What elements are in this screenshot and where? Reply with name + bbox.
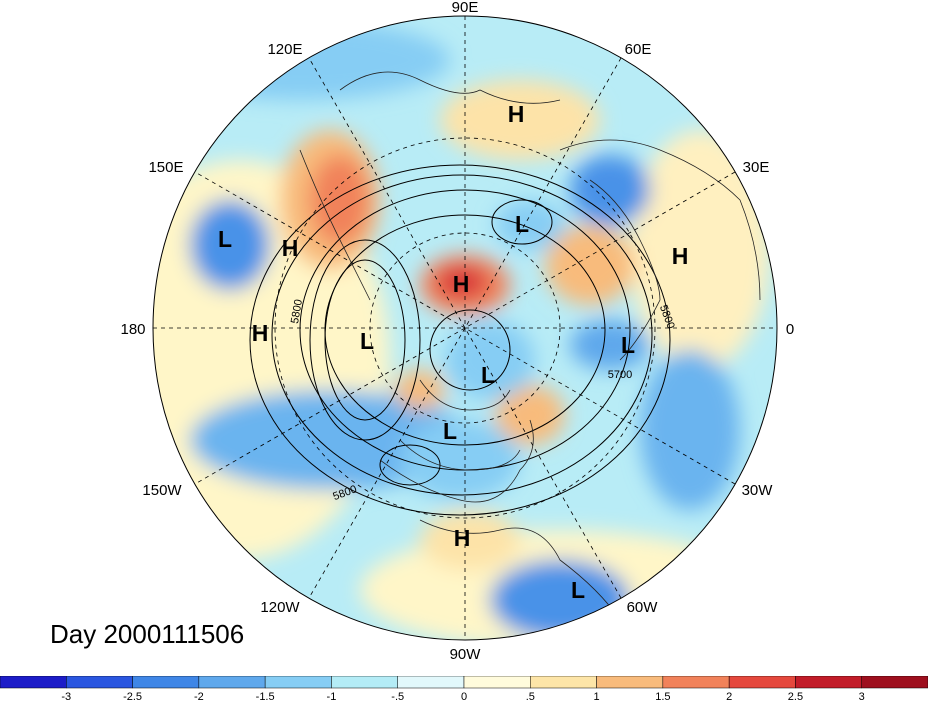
contour-label: 5700 — [608, 369, 632, 381]
longitude-label: 30E — [743, 159, 770, 176]
low-pressure-label: L — [360, 328, 374, 354]
colorbar-swatch — [728, 676, 796, 689]
colorbar-tick-label: 1 — [594, 691, 600, 702]
high-pressure-label: H — [252, 320, 269, 346]
colorbar-tick-label: .5 — [526, 691, 535, 702]
low-pressure-label: L — [443, 418, 457, 444]
longitude-label: 180 — [120, 321, 145, 338]
colorbar-swatch — [861, 676, 928, 689]
colorbar-swatch — [0, 676, 67, 689]
map-title: Day 2000111506 — [50, 619, 245, 649]
colorbar-swatch — [596, 676, 664, 689]
longitude-label: 150E — [148, 159, 183, 176]
longitude-label: 120E — [267, 41, 302, 58]
high-pressure-label: H — [453, 271, 470, 297]
colorbar-swatch — [463, 676, 531, 689]
colorbar-tick-label: -1.5 — [256, 691, 275, 702]
colorbar-swatch — [795, 676, 862, 689]
colorbar: -3 -2.5 -2 -1.5 -1 -.5 0 .5 1 1.5 2 2.5 3 — [0, 676, 928, 702]
map-boundary — [152, 15, 778, 641]
colorbar-tick-label: 3 — [859, 691, 865, 702]
colorbar-swatch — [198, 676, 266, 689]
contour-label: 5800 — [289, 298, 305, 324]
low-pressure-label: L — [218, 226, 232, 252]
colorbar-swatch — [397, 676, 465, 689]
colorbar-swatch — [66, 676, 133, 689]
high-pressure-label: H — [454, 525, 471, 551]
high-pressure-label: H — [508, 101, 525, 127]
longitude-label: 90W — [450, 646, 482, 663]
colorbar-tick-label: -.5 — [391, 691, 404, 702]
colorbar-tick-label: -3 — [61, 691, 71, 702]
low-pressure-label: L — [481, 362, 495, 388]
high-pressure-label: H — [672, 243, 689, 269]
colorbar-swatch — [264, 676, 332, 689]
colorbar-tick-label: -2.5 — [123, 691, 142, 702]
colorbar-tick-label: -1 — [327, 691, 337, 702]
longitude-label: 90E — [452, 0, 479, 16]
longitude-label: 120W — [260, 599, 300, 616]
low-pressure-label: L — [515, 211, 529, 237]
colorbar-swatch — [530, 676, 597, 689]
colorbar-swatch — [331, 676, 398, 689]
graticule — [153, 16, 777, 640]
polar-stereographic-map: 90E 60E 30E 0 30W 60W 90W 120W 150W 180 150E 120E H… — [120, 0, 794, 663]
pressure-centers: H L L H H H H L L L L H L — [218, 101, 688, 603]
longitude-label: 150W — [142, 482, 182, 499]
longitude-label: 60W — [627, 599, 659, 616]
colorbar-tick-label: 0 — [461, 691, 467, 702]
high-pressure-label: H — [282, 235, 299, 261]
colorbar-tick-label: -2 — [194, 691, 204, 702]
low-pressure-label: L — [621, 332, 635, 358]
low-pressure-label: L — [571, 577, 585, 603]
colorbar-swatch — [132, 676, 200, 689]
longitude-labels: 90E 60E 30E 0 30W 60W 90W 120W 150W 180 150E 120E — [120, 0, 794, 663]
longitude-label: 0 — [786, 321, 794, 338]
longitude-label: 30W — [742, 482, 774, 499]
colorbar-tick-label: 2 — [726, 691, 732, 702]
colorbar-swatch — [662, 676, 730, 689]
colorbar-tick-label: 2.5 — [788, 691, 803, 702]
coastlines — [299, 71, 761, 621]
colorbar-tick-label: 1.5 — [655, 691, 670, 702]
longitude-label: 60E — [625, 41, 652, 58]
anomaly-field — [153, 16, 777, 640]
